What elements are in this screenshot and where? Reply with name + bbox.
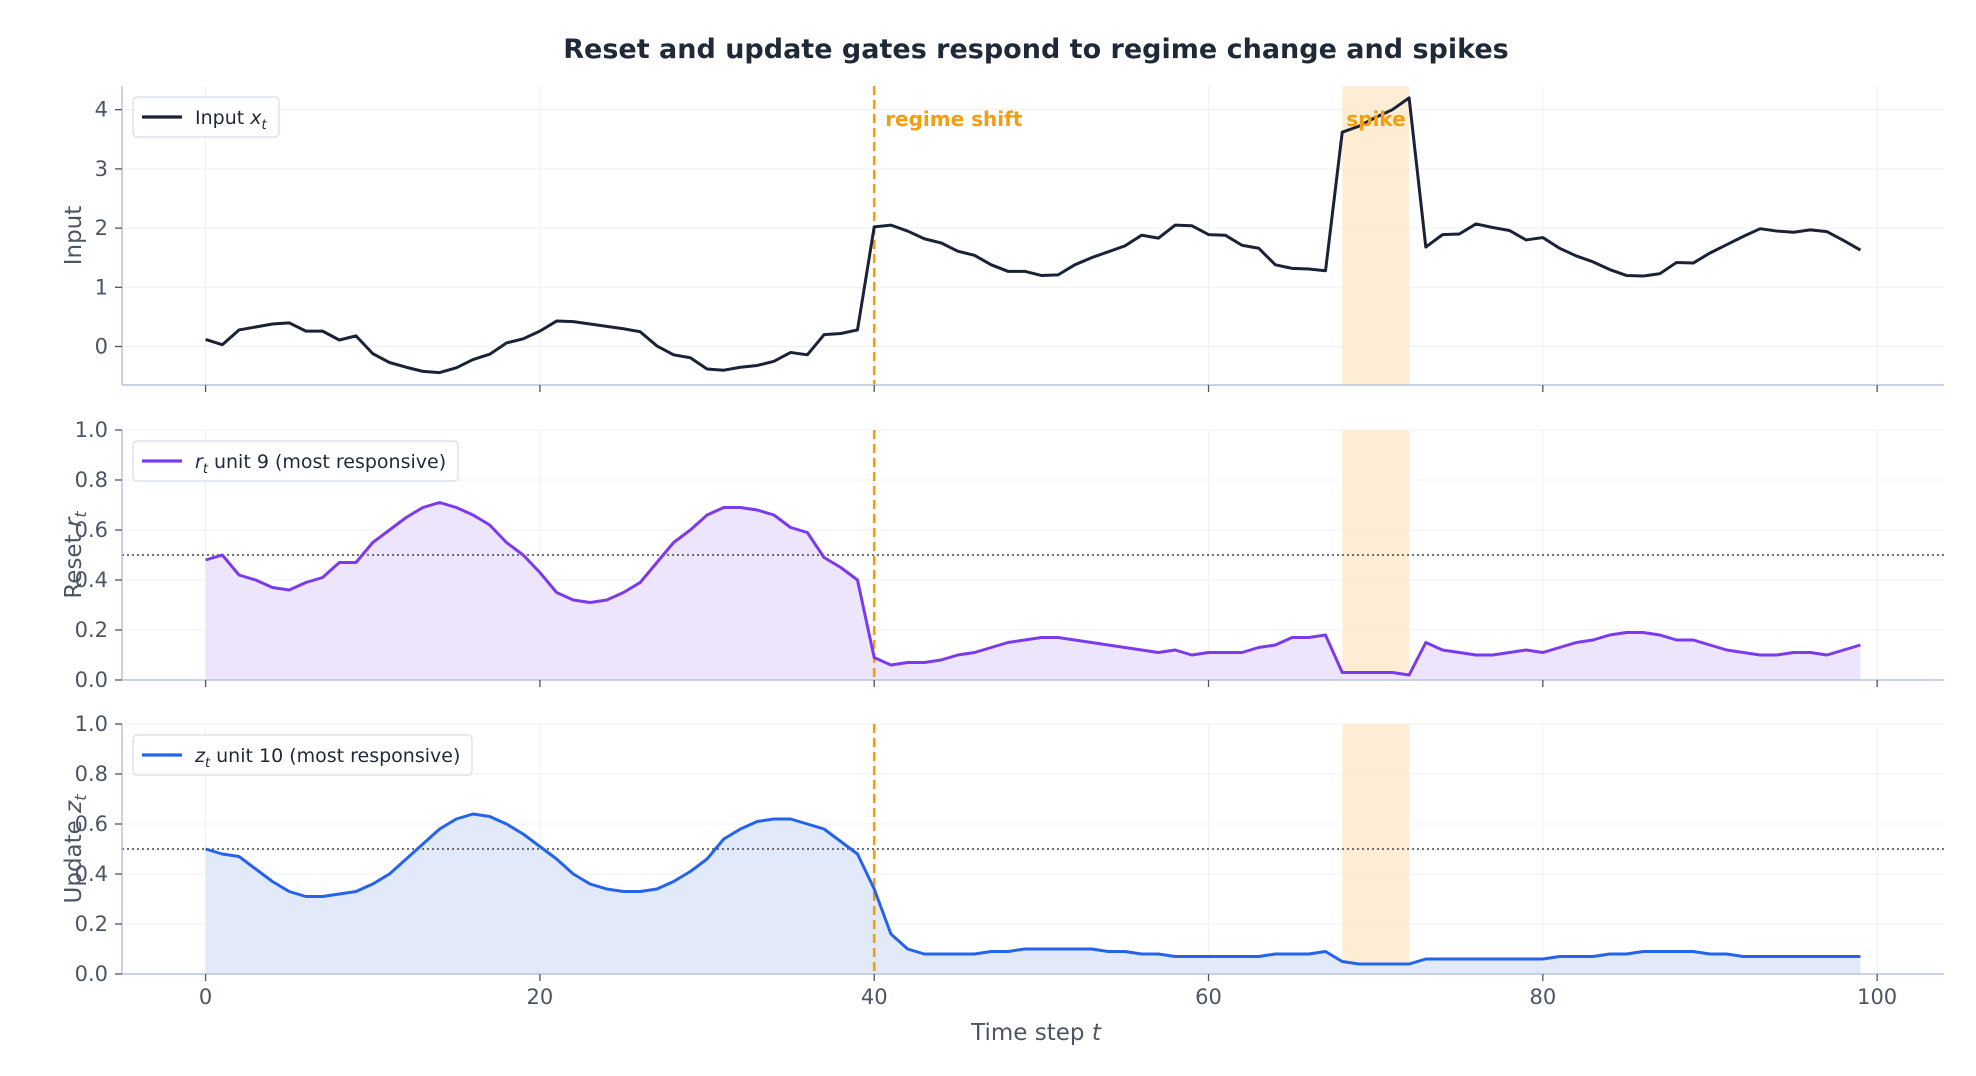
y-tick-label: 0.0 xyxy=(75,962,108,986)
y-tick-label: 0.4 xyxy=(75,568,108,592)
y-tick-label: 1.0 xyxy=(75,418,108,442)
series-line xyxy=(205,96,1862,375)
y-tick-label: 0.8 xyxy=(75,468,108,492)
legend-box xyxy=(132,440,459,482)
legend-label-subscript: t xyxy=(262,118,268,133)
x-tick-label: 20 xyxy=(527,985,554,1009)
series-line xyxy=(205,501,1861,677)
y-tick-label: 0.2 xyxy=(75,912,108,936)
y-tick-label: 0.0 xyxy=(75,668,108,692)
y-axis-label-subscript: t xyxy=(71,794,90,801)
series-line xyxy=(205,812,1861,966)
x-tick-label: 40 xyxy=(861,985,888,1009)
y-tick-label: 0 xyxy=(95,335,108,359)
legend-label-symbol: x xyxy=(249,107,262,129)
x-tick-label: 80 xyxy=(1529,985,1556,1009)
legend-label-rest: unit 10 (most responsive) xyxy=(210,745,460,767)
x-tick-label: 0 xyxy=(199,985,212,1009)
legend-label-symbol: z xyxy=(194,745,206,767)
legend-label-subscript: t xyxy=(205,756,211,771)
y-axis-label-symbol: z xyxy=(61,800,87,814)
series-area xyxy=(205,502,1861,680)
legend-box xyxy=(132,734,473,776)
y-tick-label: 0.6 xyxy=(75,812,108,836)
chart-title: Reset and update gates respond to regime… xyxy=(563,34,1509,65)
legend-label: rt unit 9 (most responsive) xyxy=(195,451,446,477)
legend-label: zt unit 10 (most responsive) xyxy=(194,745,460,771)
spike-label: spike xyxy=(1346,107,1405,131)
y-tick-label: 3 xyxy=(95,157,108,181)
y-axis-label-text: Update xyxy=(61,813,87,904)
x-tick-label: 100 xyxy=(1857,985,1897,1009)
y-axis-label-symbol: r xyxy=(61,516,87,527)
y-tick-label: 0.8 xyxy=(75,762,108,786)
y-tick-label: 0.2 xyxy=(75,618,108,642)
y-axis-label: Update zt xyxy=(61,794,90,904)
y-axis-label-text: Reset xyxy=(61,527,87,599)
legend-label-text: Input xyxy=(195,107,250,129)
y-tick-label: 2 xyxy=(95,216,108,240)
y-tick-label: 0.4 xyxy=(75,862,108,886)
legend-label-rest: unit 9 (most responsive) xyxy=(208,451,446,473)
y-tick-label: 1 xyxy=(95,275,108,299)
legend-label: Input xt xyxy=(195,107,268,133)
series-area xyxy=(205,814,1861,974)
x-axis-label: Time step t xyxy=(970,1020,1102,1046)
y-axis-label: Reset rt xyxy=(61,511,90,599)
y-tick-label: 0.6 xyxy=(75,518,108,542)
x-tick-label: 60 xyxy=(1195,985,1222,1009)
legend-label-subscript: t xyxy=(203,462,209,477)
y-axis-label: Input xyxy=(61,206,87,266)
y-tick-label: 4 xyxy=(95,98,108,122)
x-axis-label-symbol: t xyxy=(1092,1020,1102,1046)
spike-span xyxy=(1342,86,1410,385)
regime-shift-label: regime shift xyxy=(885,107,1023,131)
legend-box xyxy=(132,96,280,138)
y-axis-label-subscript: t xyxy=(71,511,90,518)
y-tick-label: 1.0 xyxy=(75,712,108,736)
x-axis-label-text: Time step xyxy=(970,1020,1092,1046)
legend-label-symbol: r xyxy=(195,451,204,473)
